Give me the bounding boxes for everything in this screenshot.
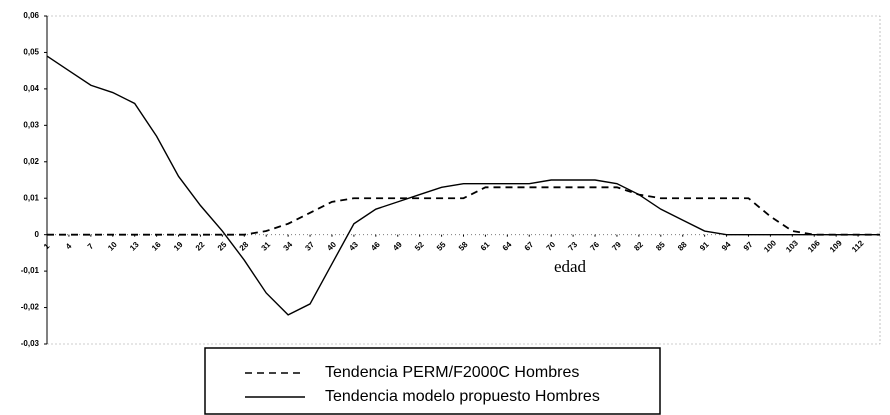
x-tick-label: 16 bbox=[150, 240, 163, 253]
x-tick-label: 100 bbox=[762, 238, 778, 254]
x-tick-label: 112 bbox=[850, 238, 866, 254]
x-tick-label: 25 bbox=[216, 240, 229, 253]
x-tick-label: 82 bbox=[632, 240, 645, 253]
x-tick-label: 58 bbox=[457, 240, 470, 253]
x-tick-label: 91 bbox=[698, 240, 711, 253]
y-tick-label: -0,03 bbox=[21, 339, 40, 348]
legend-label: Tendencia modelo propuesto Hombres bbox=[325, 388, 600, 405]
x-tick-label: 28 bbox=[238, 240, 251, 253]
x-tick-label: 88 bbox=[676, 240, 689, 253]
legend-box bbox=[204, 347, 661, 415]
x-tick-label: 106 bbox=[806, 238, 822, 254]
series-line bbox=[47, 186, 880, 236]
x-tick-label: 103 bbox=[784, 238, 800, 254]
x-tick-label: 76 bbox=[588, 240, 601, 253]
x-tick-label: 67 bbox=[523, 240, 536, 253]
x-tick-label: 79 bbox=[610, 240, 623, 253]
x-tick-label: 34 bbox=[282, 240, 295, 253]
x-tick-label: 13 bbox=[128, 240, 141, 253]
x-tick-label: 55 bbox=[435, 240, 448, 253]
legend-label: Tendencia PERM/F2000C Hombres bbox=[325, 364, 579, 381]
plot-frame bbox=[46, 15, 881, 345]
x-tick-label: 4 bbox=[64, 241, 74, 251]
y-tick-label: -0,01 bbox=[21, 266, 40, 275]
x-tick-label: 19 bbox=[172, 240, 185, 253]
y-tick-label: 0,06 bbox=[23, 11, 39, 20]
x-tick-label: 73 bbox=[566, 240, 579, 253]
series-line bbox=[46, 55, 880, 316]
y-tick-label: -0,02 bbox=[21, 303, 40, 312]
x-tick-label: 37 bbox=[303, 240, 316, 253]
y-tick-label: 0 bbox=[35, 230, 40, 239]
x-tick-label: 85 bbox=[654, 240, 667, 253]
y-tick-label: 0,02 bbox=[23, 157, 39, 166]
x-tick-label: 46 bbox=[369, 240, 382, 253]
x-tick-label: 1 bbox=[42, 241, 52, 251]
x-axis-label: edad bbox=[554, 257, 587, 276]
x-tick-label: 52 bbox=[413, 240, 426, 253]
x-tick-label: 61 bbox=[479, 240, 492, 253]
y-tick-label: 0,01 bbox=[23, 193, 39, 202]
x-tick-label: 10 bbox=[106, 240, 119, 253]
x-tick-label: 49 bbox=[391, 240, 404, 253]
x-tick-label: 22 bbox=[194, 240, 207, 253]
x-tick-label: 97 bbox=[742, 240, 755, 253]
y-tick-label: 0,05 bbox=[23, 48, 39, 57]
y-tick-label: 0,04 bbox=[23, 84, 39, 93]
x-tick-label: 31 bbox=[260, 240, 273, 253]
x-tick-label: 7 bbox=[86, 241, 96, 251]
x-tick-label: 109 bbox=[828, 238, 844, 254]
x-tick-label: 43 bbox=[347, 240, 360, 253]
x-tick-label: 40 bbox=[325, 240, 338, 253]
x-tick-label: 64 bbox=[501, 240, 514, 253]
x-tick-label: 94 bbox=[720, 240, 733, 253]
x-tick-label: 70 bbox=[545, 240, 558, 253]
y-tick-label: 0,03 bbox=[23, 120, 39, 129]
